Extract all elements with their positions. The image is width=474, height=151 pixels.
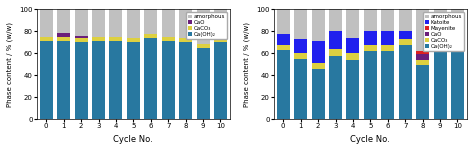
Bar [416,10,429,51]
Bar [214,42,227,119]
Bar [294,53,307,59]
Bar [40,10,53,37]
X-axis label: Cycle No.: Cycle No. [350,135,390,144]
Bar [346,38,359,53]
Bar [364,51,377,119]
Bar [416,66,429,119]
Bar [179,38,192,42]
Bar [416,60,429,66]
Bar [381,31,394,45]
Bar [92,41,105,119]
Bar [399,31,412,39]
Bar [179,42,192,119]
Bar [416,55,429,60]
Bar [451,41,464,48]
Bar [92,10,105,37]
Bar [57,10,70,32]
Bar [399,45,412,119]
Bar [197,43,210,48]
Bar [329,49,342,56]
Bar [277,50,290,119]
Bar [144,34,157,38]
Bar [399,10,412,31]
Bar [162,41,175,119]
Bar [399,39,412,45]
Bar [277,10,290,34]
Bar [92,37,105,41]
Bar [311,41,325,63]
Bar [294,39,307,53]
Bar [451,27,464,41]
Bar [162,10,175,37]
Bar [109,10,122,37]
Bar [127,10,140,38]
Bar [364,10,377,31]
Bar [74,42,88,119]
Bar [451,10,464,27]
Bar [214,10,227,38]
Bar [57,32,70,37]
Bar [109,37,122,41]
Bar [364,45,377,51]
Bar [277,34,290,45]
Bar [109,41,122,119]
Bar [144,38,157,119]
Bar [434,10,447,25]
Bar [40,37,53,41]
Bar [451,48,464,119]
Bar [329,56,342,119]
Bar [416,51,429,55]
Bar [346,53,359,60]
Legend: amorphous, CaO, CaCO₃, Ca(OH)₂: amorphous, CaO, CaCO₃, Ca(OH)₂ [186,12,227,39]
Bar [381,45,394,51]
Bar [74,38,88,42]
Bar [74,36,88,38]
Bar [329,31,342,49]
Bar [57,41,70,119]
Bar [179,10,192,38]
Bar [294,10,307,39]
Legend: amorphous, Katoite, Mayenite, CaO, CaCO₃, Ca(OH)₂: amorphous, Katoite, Mayenite, CaO, CaCO₃… [423,12,464,51]
Bar [381,10,394,31]
Bar [346,10,359,38]
Bar [381,51,394,119]
Bar [197,48,210,119]
Bar [74,10,88,36]
Bar [127,38,140,42]
Bar [434,46,447,119]
Bar [144,10,157,34]
Bar [364,31,377,45]
Bar [311,63,325,69]
Y-axis label: Phase content / % (w/w): Phase content / % (w/w) [7,22,13,107]
Bar [434,25,447,39]
Y-axis label: Phase content / % (w/w): Phase content / % (w/w) [244,22,250,107]
Bar [346,60,359,119]
Bar [162,37,175,41]
X-axis label: Cycle No.: Cycle No. [113,135,153,144]
Bar [214,38,227,42]
Bar [294,59,307,119]
Bar [311,10,325,41]
Bar [434,39,447,46]
Bar [127,42,140,119]
Bar [40,41,53,119]
Bar [329,10,342,31]
Bar [277,45,290,50]
Bar [57,37,70,41]
Bar [311,69,325,119]
Bar [197,10,210,43]
